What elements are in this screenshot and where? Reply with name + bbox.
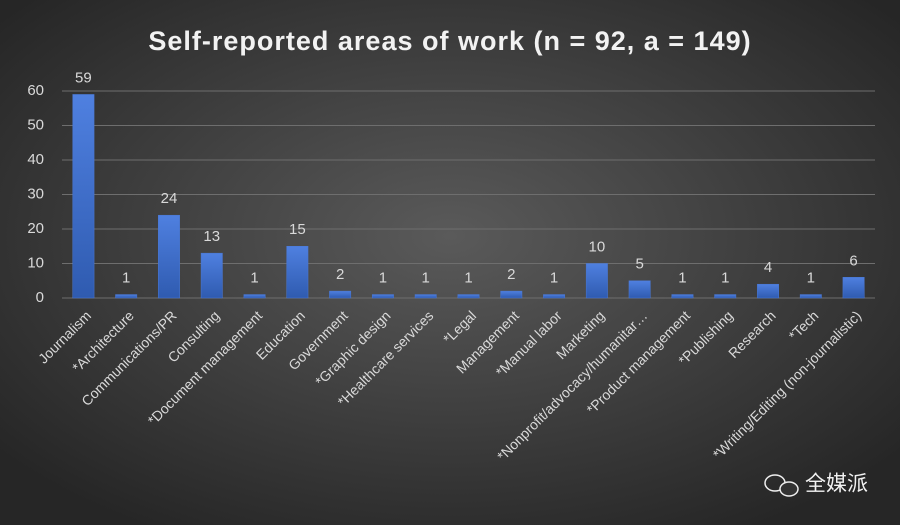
bar [286, 246, 309, 299]
watermark-icon [764, 474, 799, 497]
value-label: 13 [203, 228, 220, 245]
y-tick-label: 60 [27, 82, 44, 99]
bar [543, 294, 566, 299]
y-tick-label: 50 [27, 116, 44, 133]
value-label: 1 [422, 270, 430, 287]
y-tick-label: 20 [27, 220, 44, 237]
y-tick-label: 10 [27, 254, 44, 271]
bar [799, 294, 822, 299]
value-label: 59 [75, 69, 92, 86]
bar [757, 283, 779, 299]
bar [457, 294, 480, 299]
y-tick-label: 0 [36, 289, 44, 306]
value-label: 2 [336, 266, 344, 283]
y-tick-label: 30 [27, 185, 44, 202]
bar [714, 294, 737, 299]
value-label: 1 [678, 270, 686, 287]
value-label: 4 [764, 259, 772, 276]
value-label: 1 [807, 270, 815, 287]
bar [371, 294, 394, 299]
value-label: 24 [161, 190, 178, 207]
y-tick-label: 40 [27, 151, 44, 168]
value-label: 2 [507, 266, 515, 283]
bar [500, 290, 523, 299]
bar [414, 294, 437, 299]
value-label: 1 [122, 270, 130, 287]
value-label: 1 [250, 270, 258, 287]
value-label: 6 [849, 252, 857, 269]
bar [200, 252, 223, 299]
bar [671, 294, 694, 299]
bar [585, 263, 608, 299]
value-label: 1 [379, 270, 387, 287]
value-label: 5 [635, 256, 643, 273]
bar [72, 94, 95, 299]
chart-title: Self-reported areas of work (n = 92, a =… [148, 26, 751, 56]
value-label: 15 [289, 221, 306, 238]
bar [842, 277, 865, 299]
watermark: 全媒派 [805, 473, 868, 496]
bar [628, 280, 651, 299]
value-label: 10 [589, 238, 606, 255]
value-label: 1 [721, 270, 729, 287]
bar [329, 290, 352, 299]
value-label: 1 [464, 270, 472, 287]
value-label: 1 [550, 270, 558, 287]
bar [158, 214, 180, 299]
bar [115, 294, 138, 299]
bar [243, 294, 266, 299]
